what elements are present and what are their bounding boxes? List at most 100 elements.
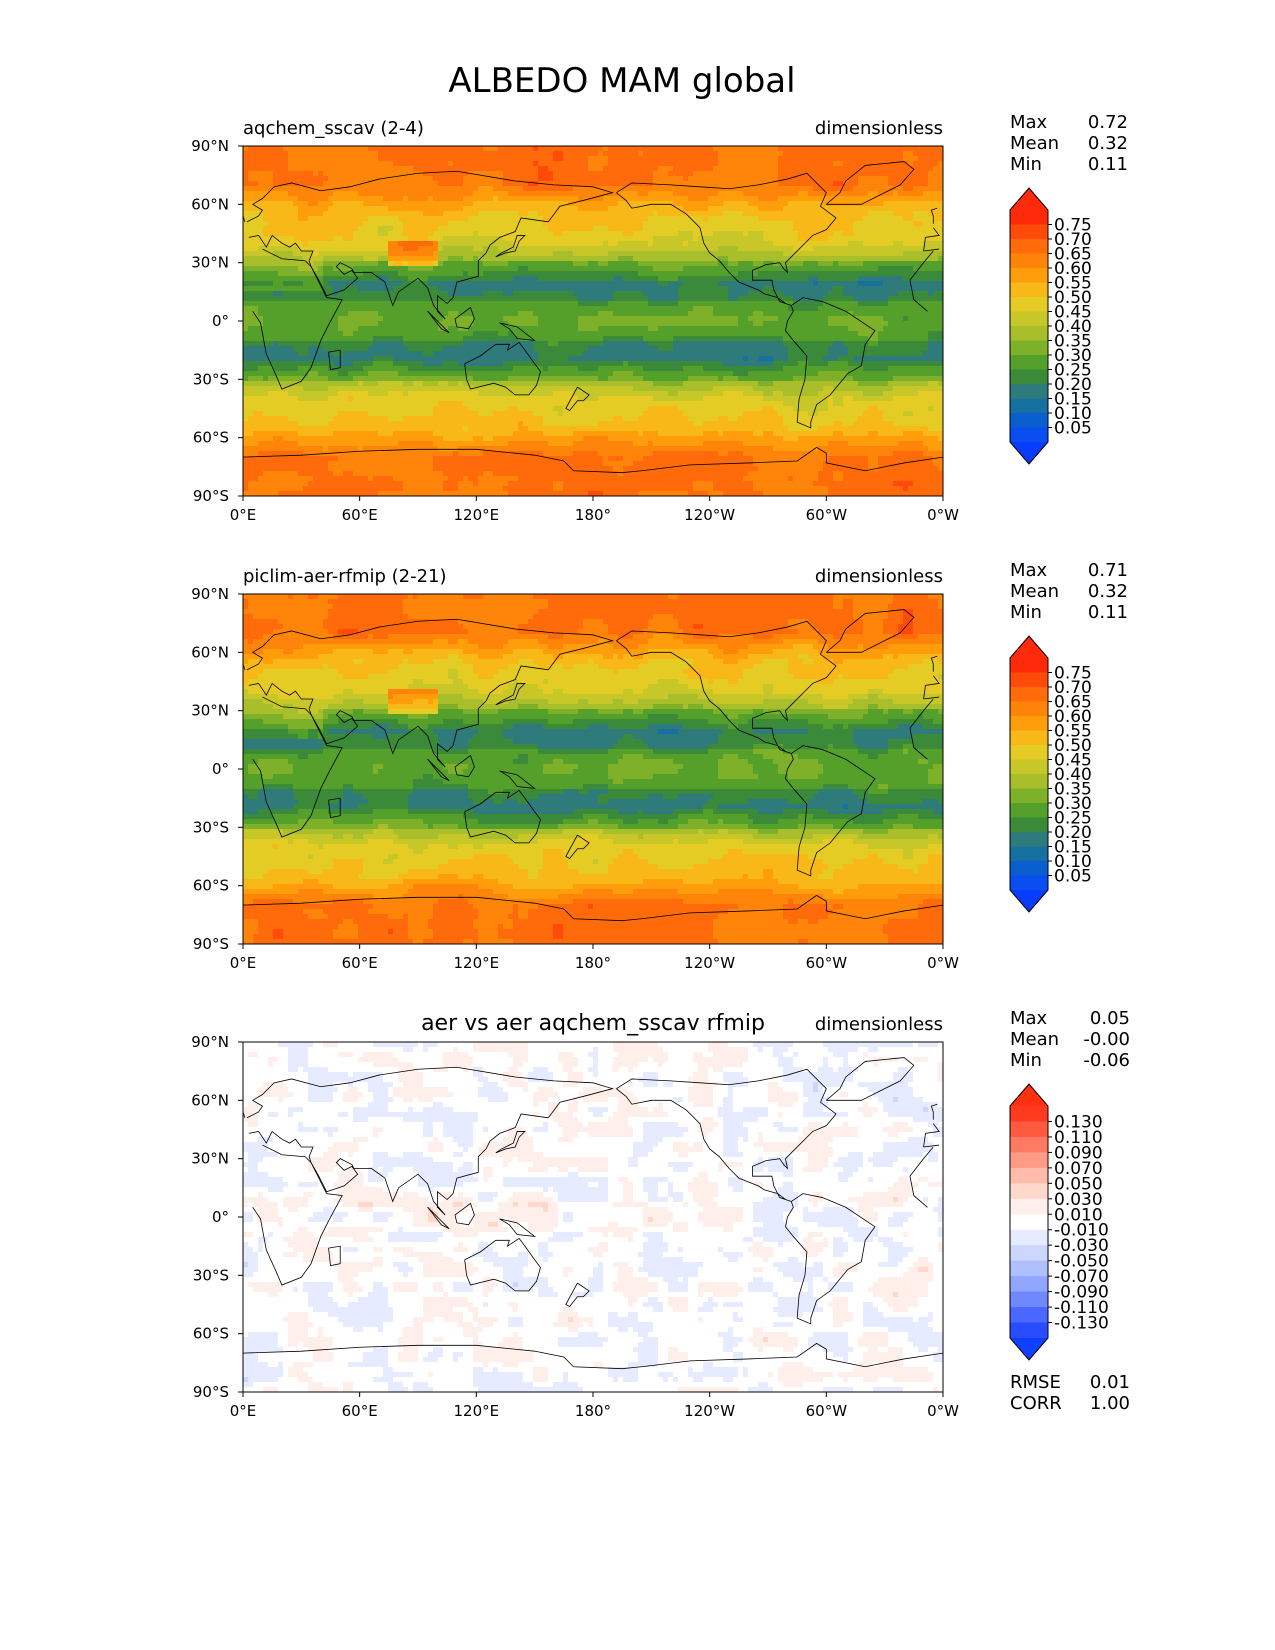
field-cell bbox=[793, 231, 799, 237]
field-cell bbox=[908, 271, 914, 277]
field-cell bbox=[793, 246, 799, 252]
field-cell bbox=[478, 181, 484, 187]
field-cell bbox=[678, 226, 684, 232]
field-cell bbox=[523, 271, 529, 277]
field-cell bbox=[298, 211, 304, 217]
field-cell bbox=[398, 236, 404, 242]
field-cell bbox=[573, 206, 579, 212]
field-cell bbox=[888, 231, 894, 237]
field-cell bbox=[803, 146, 809, 152]
field-cell bbox=[728, 191, 734, 197]
field-cell bbox=[783, 221, 789, 227]
field-cell bbox=[353, 211, 359, 217]
field-cell bbox=[553, 261, 559, 267]
field-cell bbox=[268, 306, 274, 312]
field-cell bbox=[708, 226, 714, 232]
field-cell bbox=[398, 216, 404, 222]
field-cell bbox=[698, 256, 704, 262]
field-cell bbox=[318, 296, 324, 302]
field-cell bbox=[603, 251, 609, 257]
field-cell bbox=[283, 181, 289, 187]
field-cell bbox=[708, 186, 714, 192]
field-cell bbox=[913, 181, 919, 187]
field-cell bbox=[563, 261, 569, 267]
field-cell bbox=[633, 296, 639, 302]
field-cell bbox=[268, 266, 274, 272]
field-cell bbox=[473, 206, 479, 212]
field-cell bbox=[433, 231, 439, 237]
field-cell bbox=[938, 226, 943, 232]
field-cell bbox=[858, 256, 864, 262]
field-cell bbox=[508, 316, 514, 322]
field-cell bbox=[778, 266, 784, 272]
field-cell bbox=[698, 306, 704, 312]
field-cell bbox=[728, 311, 734, 317]
field-cell bbox=[353, 286, 359, 292]
field-cell bbox=[813, 256, 819, 262]
field-cell bbox=[468, 251, 474, 257]
field-cell bbox=[718, 251, 724, 257]
field-cell bbox=[533, 191, 539, 197]
field-cell bbox=[693, 271, 699, 277]
field-cell bbox=[478, 321, 484, 327]
field-cell bbox=[383, 151, 389, 157]
field-cell bbox=[683, 186, 689, 192]
field-cell bbox=[518, 286, 524, 292]
field-cell bbox=[773, 156, 779, 162]
field-cell bbox=[743, 166, 749, 172]
field-cell bbox=[803, 271, 809, 277]
field-cell bbox=[788, 246, 794, 252]
field-cell bbox=[618, 266, 624, 272]
field-cell bbox=[763, 291, 769, 297]
field-cell bbox=[408, 251, 414, 257]
field-cell bbox=[708, 196, 714, 202]
field-cell bbox=[793, 301, 799, 307]
field-cell bbox=[913, 316, 919, 322]
field-cell bbox=[548, 226, 554, 232]
field-cell bbox=[908, 301, 914, 307]
field-cell bbox=[718, 311, 724, 317]
field-cell bbox=[833, 186, 839, 192]
field-cell bbox=[918, 281, 924, 287]
field-cell bbox=[458, 176, 464, 182]
field-cell bbox=[603, 146, 609, 152]
field-cell bbox=[293, 231, 299, 237]
field-cell bbox=[873, 146, 879, 152]
field-cell bbox=[698, 206, 704, 212]
field-cell bbox=[903, 151, 909, 157]
field-cell bbox=[748, 196, 754, 202]
field-cell bbox=[798, 176, 804, 182]
field-cell bbox=[718, 166, 724, 172]
field-cell bbox=[773, 236, 779, 242]
field-cell bbox=[743, 261, 749, 267]
field-cell bbox=[563, 176, 569, 182]
field-cell bbox=[903, 306, 909, 312]
field-cell bbox=[773, 261, 779, 267]
field-cell bbox=[933, 191, 939, 197]
field-cell bbox=[273, 266, 279, 272]
field-cell bbox=[533, 311, 539, 317]
field-cell bbox=[303, 296, 309, 302]
field-cell bbox=[878, 241, 884, 247]
field-cell bbox=[498, 246, 504, 252]
field-cell bbox=[398, 151, 404, 157]
field-cell bbox=[263, 306, 269, 312]
field-cell bbox=[783, 311, 789, 317]
field-cell bbox=[313, 321, 319, 327]
field-cell bbox=[868, 306, 874, 312]
field-cell bbox=[273, 271, 279, 277]
field-cell bbox=[313, 251, 319, 257]
field-cell bbox=[848, 216, 854, 222]
field-cell bbox=[318, 276, 324, 282]
field-cell bbox=[573, 176, 579, 182]
field-cell bbox=[378, 201, 384, 207]
field-cell bbox=[898, 276, 904, 282]
field-cell bbox=[713, 316, 719, 322]
field-cell bbox=[538, 176, 544, 182]
field-cell bbox=[468, 151, 474, 157]
field-cell bbox=[278, 291, 284, 297]
field-cell bbox=[828, 196, 834, 202]
field-cell bbox=[883, 211, 889, 217]
field-cell bbox=[928, 186, 934, 192]
field-cell bbox=[828, 266, 834, 272]
